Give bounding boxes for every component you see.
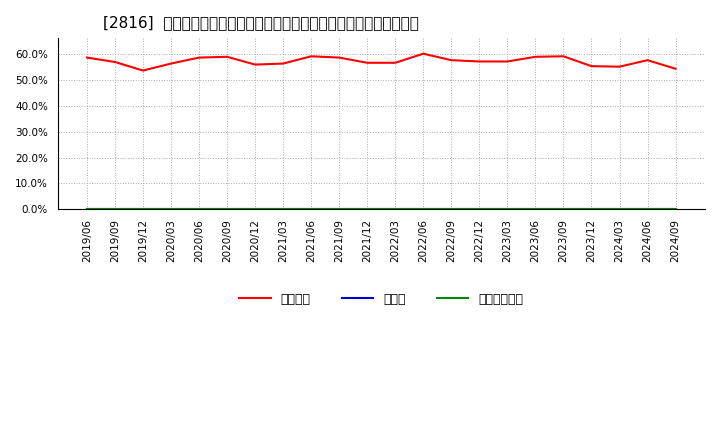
自己資本 (222, 54, 231, 59)
繰延税金資産 (447, 207, 456, 212)
自己資本 (195, 55, 204, 60)
Text: [2816]  自己資本、のれん、繰延税金資産の総資産に対する比率の推移: [2816] 自己資本、のれん、繰延税金資産の総資産に対する比率の推移 (103, 15, 419, 30)
繰延税金資産 (251, 207, 259, 212)
Legend: 自己資本, のれん, 繰延税金資産: 自己資本, のれん, 繰延税金資産 (235, 288, 528, 311)
自己資本 (447, 58, 456, 63)
繰延税金資産 (419, 207, 428, 212)
自己資本 (111, 59, 120, 65)
自己資本 (279, 61, 287, 66)
のれん (643, 207, 652, 212)
のれん (83, 207, 91, 212)
繰延税金資産 (503, 207, 512, 212)
繰延税金資産 (391, 207, 400, 212)
自己資本 (671, 66, 680, 71)
繰延税金資産 (167, 207, 176, 212)
Line: 自己資本: 自己資本 (87, 54, 675, 70)
のれん (279, 207, 287, 212)
のれん (447, 207, 456, 212)
のれん (335, 207, 343, 212)
繰延税金資産 (615, 207, 624, 212)
繰延税金資産 (222, 207, 231, 212)
自己資本 (615, 64, 624, 70)
自己資本 (643, 58, 652, 63)
のれん (588, 207, 596, 212)
繰延税金資産 (335, 207, 343, 212)
自己資本 (391, 60, 400, 66)
のれん (251, 207, 259, 212)
のれん (363, 207, 372, 212)
繰延税金資産 (279, 207, 287, 212)
自己資本 (83, 55, 91, 60)
のれん (475, 207, 484, 212)
自己資本 (475, 59, 484, 64)
繰延税金資産 (307, 207, 315, 212)
繰延税金資産 (588, 207, 596, 212)
自己資本 (307, 54, 315, 59)
自己資本 (251, 62, 259, 67)
繰延税金資産 (111, 207, 120, 212)
繰延税金資産 (643, 207, 652, 212)
自己資本 (139, 68, 148, 73)
のれん (671, 207, 680, 212)
自己資本 (363, 60, 372, 66)
のれん (111, 207, 120, 212)
自己資本 (335, 55, 343, 60)
のれん (559, 207, 568, 212)
繰延税金資産 (559, 207, 568, 212)
繰延税金資産 (671, 207, 680, 212)
自己資本 (588, 63, 596, 69)
のれん (419, 207, 428, 212)
繰延税金資産 (139, 207, 148, 212)
のれん (391, 207, 400, 212)
自己資本 (419, 51, 428, 56)
自己資本 (531, 54, 540, 59)
繰延税金資産 (363, 207, 372, 212)
繰延税金資産 (83, 207, 91, 212)
のれん (531, 207, 540, 212)
のれん (503, 207, 512, 212)
自己資本 (503, 59, 512, 64)
のれん (139, 207, 148, 212)
自己資本 (167, 61, 176, 66)
繰延税金資産 (531, 207, 540, 212)
自己資本 (559, 54, 568, 59)
繰延税金資産 (195, 207, 204, 212)
のれん (222, 207, 231, 212)
のれん (615, 207, 624, 212)
のれん (307, 207, 315, 212)
のれん (167, 207, 176, 212)
繰延税金資産 (475, 207, 484, 212)
のれん (195, 207, 204, 212)
